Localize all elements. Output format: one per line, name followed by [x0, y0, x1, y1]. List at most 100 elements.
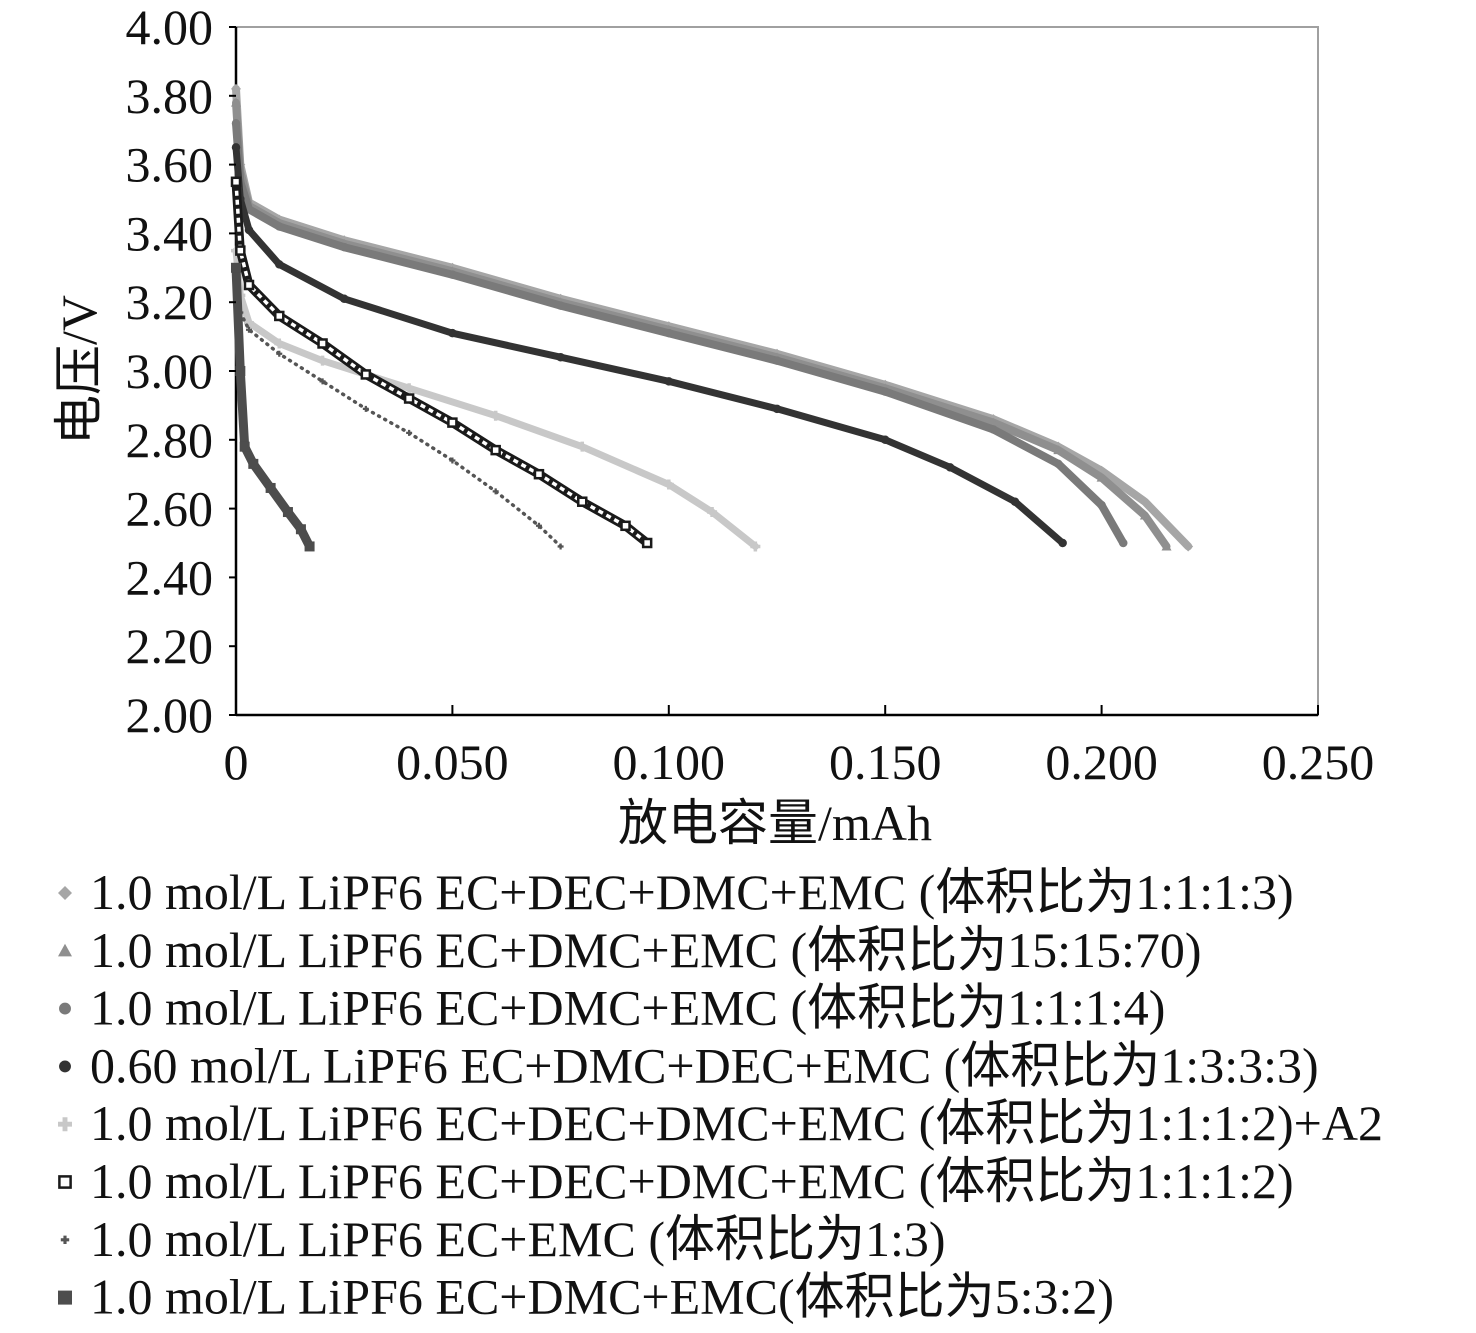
x-tick-label: 0.100: [613, 734, 726, 790]
legend-label: 1.0 mol/L LiPF6 EC+DEC+DMC+EMC (体积比为1:1:…: [90, 1153, 1294, 1209]
legend-item: 1.0 mol/L LiPF6 EC+DMC+EMC(体积比为5:3:2): [58, 1269, 1114, 1325]
legend-item: 1.0 mol/L LiPF6 EC+DEC+DMC+EMC (体积比为1:1:…: [58, 1095, 1383, 1151]
data-point: [641, 537, 653, 549]
data-point: [235, 366, 246, 376]
series-8: [231, 262, 315, 552]
data-point: [492, 488, 499, 495]
legend-item: 0.60 mol/L LiPF6 EC+DMC+DEC+EMC (体积比为1:3…: [59, 1037, 1319, 1093]
data-point: [1054, 459, 1063, 469]
data-point: [1097, 500, 1106, 510]
data-point: [448, 328, 457, 338]
y-tick-label: 2.00: [126, 687, 214, 743]
data-point: [265, 482, 276, 493]
y-tick-label: 2.60: [126, 481, 214, 537]
data-point: [490, 444, 501, 456]
x-tick-label: 0.050: [396, 734, 509, 790]
series-6: [230, 176, 653, 549]
data-point: [750, 541, 761, 552]
legend-marker: [58, 886, 72, 900]
data-point: [1118, 538, 1128, 548]
data-point: [244, 225, 254, 235]
data-point: [1139, 496, 1150, 507]
data-point: [243, 317, 254, 328]
data-point: [274, 338, 285, 349]
data-point: [248, 458, 259, 469]
data-point: [577, 441, 588, 452]
data-point: [295, 524, 306, 535]
plot-frame: [234, 26, 1319, 717]
data-point: [772, 404, 782, 414]
series-5: [231, 245, 761, 552]
y-axis-label: 电压/V: [51, 295, 107, 445]
y-tick-label: 3.60: [126, 137, 214, 193]
y-tick-label: 4.00: [126, 0, 214, 55]
axes: 2.00 2.20 2.40 2.60 2.80 3.00 3.20 3.40 3.60 3.80…: [126, 0, 1375, 790]
legend-marker: [58, 1175, 72, 1189]
y-tick-label: 3.80: [126, 68, 214, 124]
series-line: [232, 119, 1128, 547]
data-point: [231, 83, 241, 94]
data-point: [406, 429, 413, 436]
legend-label: 1.0 mol/L LiPF6 EC+DMC+EMC(体积比为5:3:2): [90, 1269, 1114, 1325]
data-point: [1010, 497, 1020, 506]
legend-label: 1.0 mol/L LiPF6 EC+DEC+DMC+EMC (体积比为1:1:…: [90, 864, 1294, 920]
data-point: [556, 301, 565, 310]
legend-label: 1.0 mol/L LiPF6 EC+DMC+EMC (体积比为15:15:70…: [90, 922, 1202, 978]
series-line: [232, 247, 759, 550]
series-3: [231, 119, 1128, 548]
y-tick-label: 3.20: [126, 274, 214, 330]
series-2: [231, 97, 1172, 551]
data-point: [339, 242, 349, 252]
data-point: [663, 479, 674, 490]
x-tick-label: 0: [224, 734, 249, 790]
data-point: [490, 410, 501, 421]
legend-label: 1.0 mol/L LiPF6 EC+DMC+EMC (体积比为1:1:1:4): [90, 980, 1165, 1036]
legend-marker: [59, 1060, 71, 1073]
legend: 1.0 mol/L LiPF6 EC+DEC+DMC+EMC (体积比为1:1:…: [58, 864, 1383, 1325]
plot-border: [235, 26, 1319, 716]
data-point: [243, 279, 255, 291]
legend-label: 1.0 mol/L LiPF6 EC+DEC+DMC+EMC (体积比为1:1:…: [90, 1095, 1383, 1151]
y-tick-label: 3.40: [126, 205, 214, 261]
legend-item: 1.0 mol/L LiPF6 EC+DMC+EMC (体积比为1:1:1:4): [59, 980, 1165, 1036]
data-point: [1058, 538, 1067, 548]
data-point: [304, 541, 315, 552]
data-point: [576, 496, 588, 507]
legend-item: 1.0 mol/L LiPF6 EC+EMC (体积比为1:3): [60, 1211, 946, 1267]
data-point: [988, 417, 999, 427]
data-point: [275, 260, 284, 269]
legend-marker: [58, 1290, 72, 1305]
legend-item: 1.0 mol/L LiPF6 EC+DMC+EMC (体积比为15:15:70…: [58, 922, 1202, 978]
data-point: [231, 119, 241, 128]
data-point: [557, 543, 564, 550]
plot-area: [230, 83, 1194, 552]
data-point: [620, 520, 631, 532]
y-tick-label: 3.00: [126, 343, 214, 399]
data-point: [235, 245, 246, 256]
data-point: [448, 270, 457, 279]
data-point: [664, 377, 674, 386]
data-point: [239, 441, 250, 452]
legend-item: 1.0 mol/L LiPF6 EC+DEC+DMC+EMC (体积比为1:1:…: [58, 1153, 1294, 1209]
data-point: [447, 417, 458, 428]
y-tick-label: 2.20: [126, 618, 214, 674]
x-tick-label: 0.150: [829, 734, 942, 790]
data-point: [664, 328, 674, 338]
legend-item: 1.0 mol/L LiPF6 EC+DEC+DMC+EMC (体积比为1:1:…: [58, 864, 1294, 920]
legend-marker: [60, 1235, 70, 1244]
y-tick-label: 2.80: [126, 412, 214, 468]
data-point: [274, 310, 285, 322]
data-point: [1053, 445, 1064, 455]
data-point: [707, 507, 718, 518]
data-point: [282, 507, 293, 518]
data-point: [275, 222, 284, 231]
data-point: [772, 356, 782, 365]
x-axis-label: 放电容量/mAh: [618, 795, 932, 851]
data-point: [231, 262, 241, 273]
data-point: [231, 143, 241, 152]
series-line: [232, 143, 1067, 547]
series-1: [231, 83, 1194, 552]
legend-label: 1.0 mol/L LiPF6 EC+EMC (体积比为1:3): [90, 1211, 946, 1267]
legend-marker: [59, 1002, 71, 1015]
